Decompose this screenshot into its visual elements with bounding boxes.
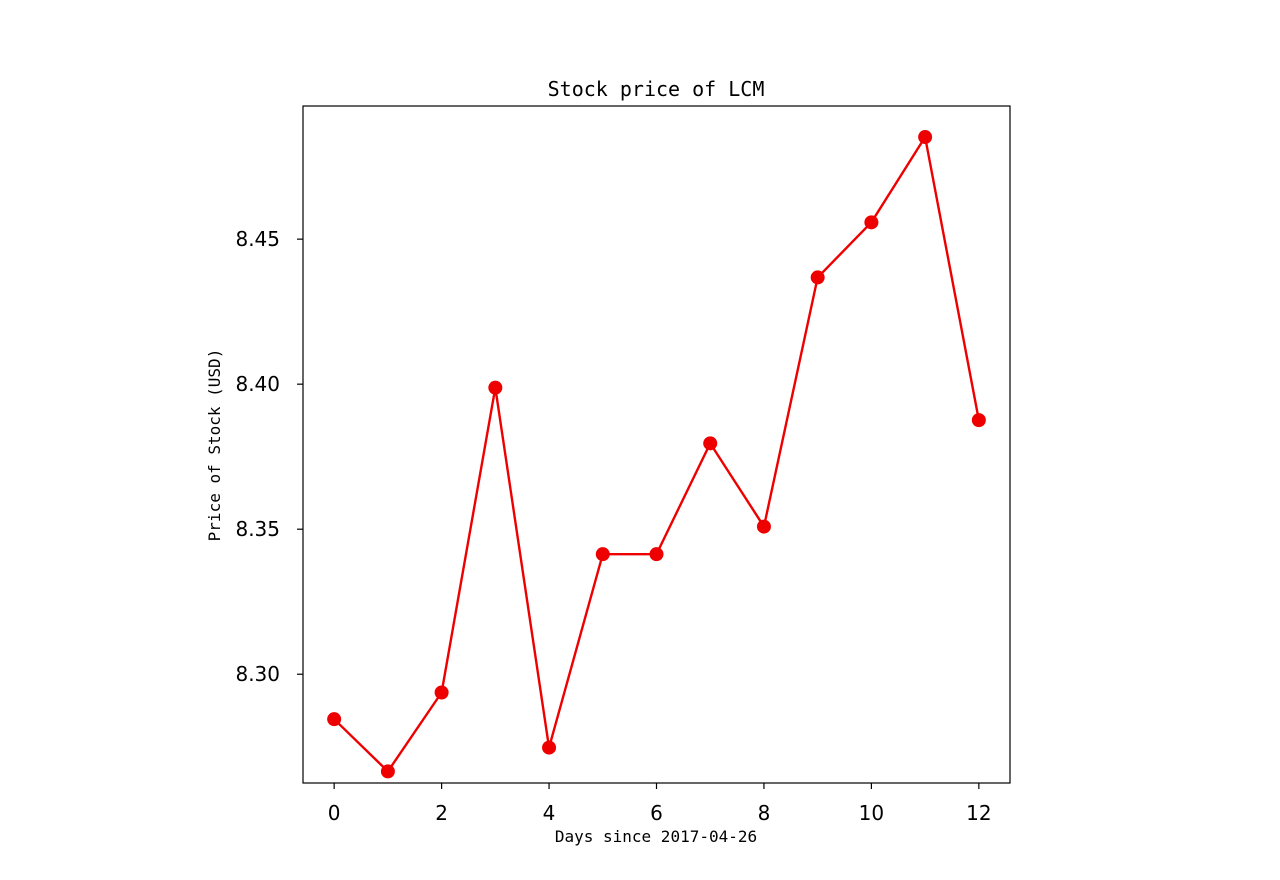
data-point [380,764,395,779]
data-point [488,380,503,395]
x-tick-label: 4 [543,801,556,825]
data-point [971,413,986,428]
data-point [649,547,664,562]
y-tick-label: 8.30 [235,662,280,686]
data-point [703,436,718,451]
y-tick-label: 8.45 [235,227,280,251]
y-axis: 8.30 8.35 8.40 8.45 [235,227,303,686]
data-point [810,270,825,285]
y-axis-label: Price of Stock (USD) [205,349,224,542]
data-point [918,130,933,145]
x-tick-label: 8 [758,801,771,825]
x-tick-label: 0 [328,801,341,825]
x-tick-label: 6 [650,801,663,825]
x-axis: 0 2 4 6 8 10 12 [328,783,992,825]
data-point [864,215,879,230]
x-tick-label: 2 [435,801,448,825]
data-point [595,547,610,562]
x-axis-label: Days since 2017-04-26 [555,827,757,846]
series-line [333,135,981,773]
y-tick-label: 8.40 [235,372,280,396]
data-point [756,519,771,534]
x-tick-label: 10 [859,801,884,825]
chart-title: Stock price of LCM [548,77,765,101]
plot-frame [302,105,1011,784]
data-point [542,740,557,755]
y-tick-label: 8.35 [235,517,280,541]
series-group [327,130,986,779]
x-tick-label: 12 [966,801,991,825]
data-point [327,712,342,727]
data-point [434,685,449,700]
